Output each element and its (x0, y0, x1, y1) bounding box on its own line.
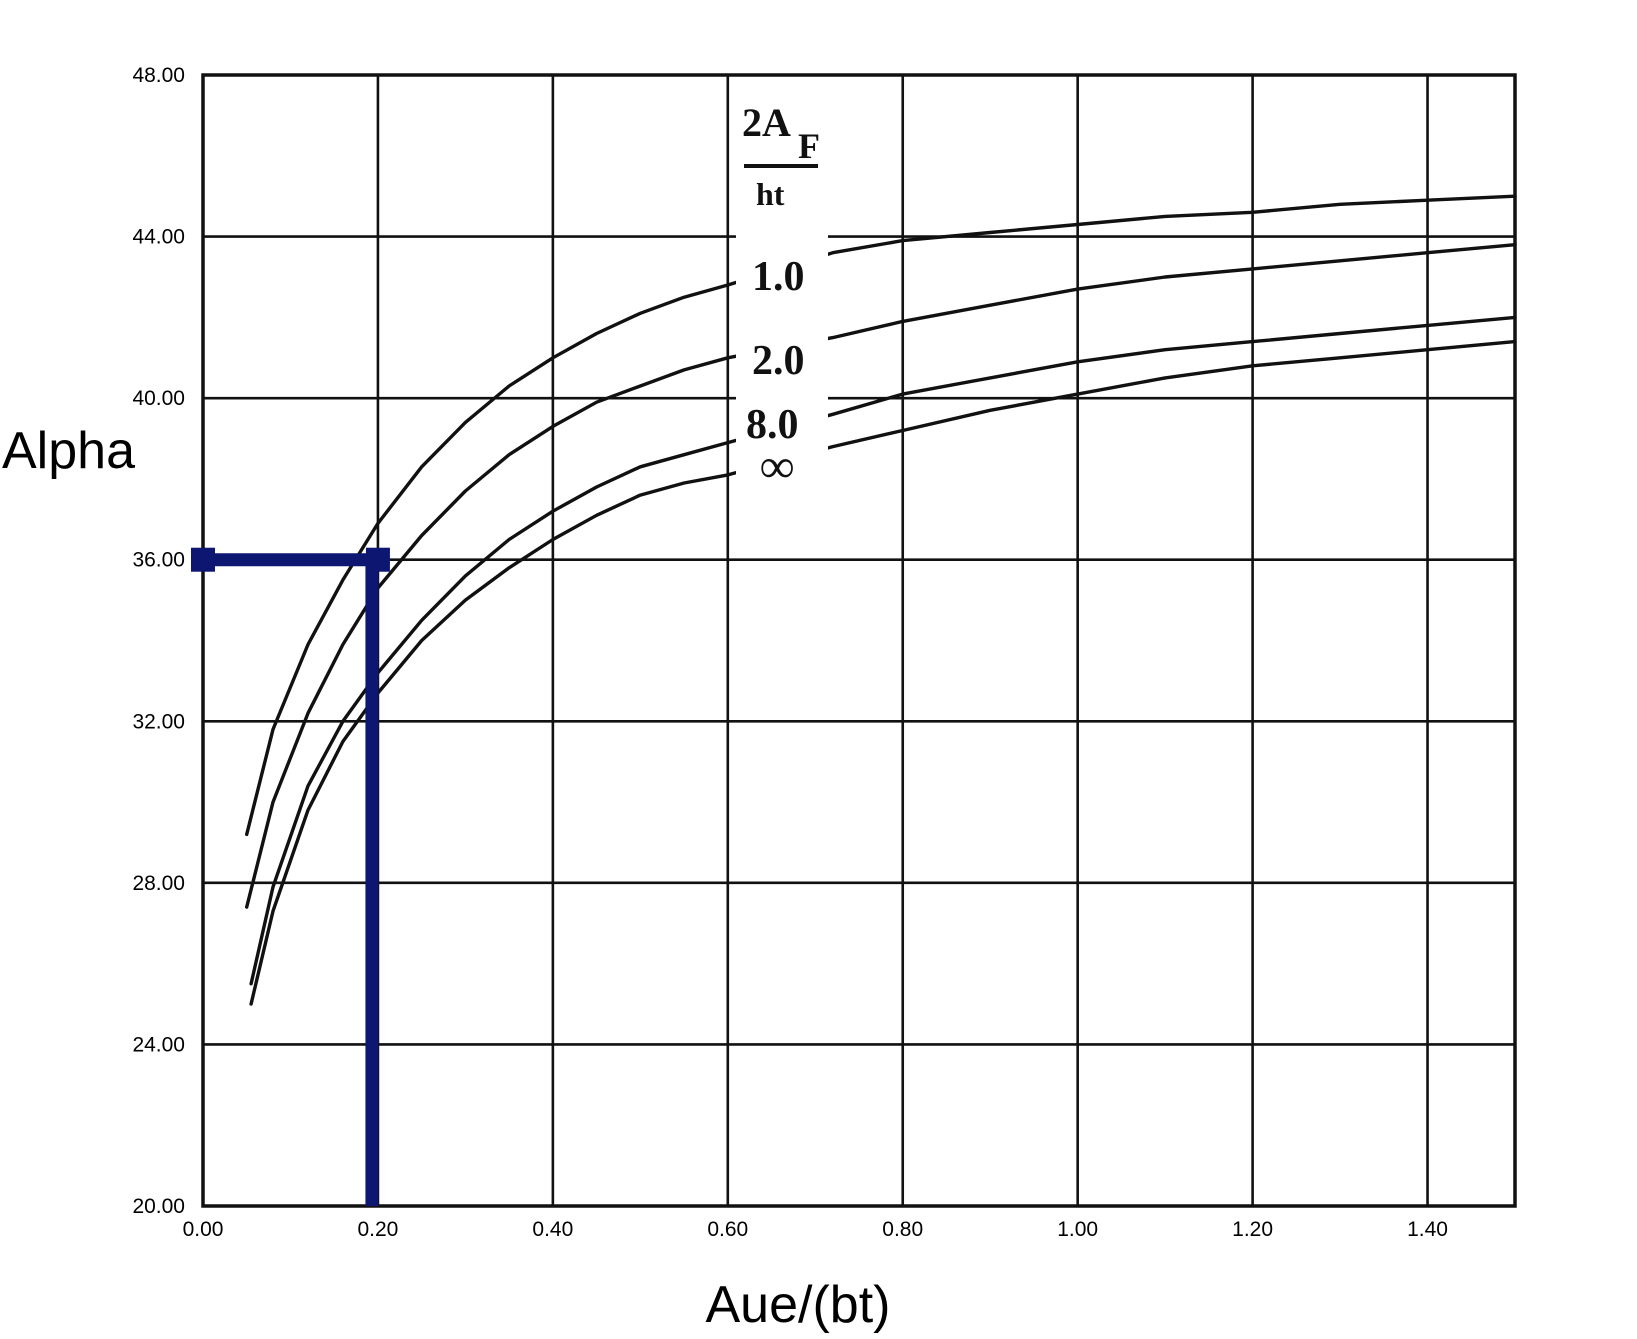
y-tick-labels: 20.00 24.00 28.00 32.00 36.00 40.00 44.00 48.00 (132, 64, 185, 1218)
y-tick-label: 44.00 (132, 226, 185, 249)
x-tick-label: 0.00 (183, 1218, 224, 1241)
y-tick-label: 40.00 (132, 387, 185, 410)
y-tick-label: 32.00 (132, 710, 185, 733)
legend-title-denominator: ht (756, 176, 785, 212)
x-tick-label: 0.80 (882, 1218, 923, 1241)
x-tick-label: 1.20 (1232, 1218, 1273, 1241)
annotation-end-marker (191, 547, 215, 572)
series-line-2 (245, 243, 1517, 909)
y-tick-label: 28.00 (132, 872, 185, 895)
annotation-corner-marker (365, 547, 390, 572)
annotation (191, 547, 390, 1206)
y-axis-title: Alpha (2, 422, 135, 480)
legend-background (736, 88, 828, 488)
x-tick-label: 1.40 (1407, 1218, 1448, 1241)
legend-label-infinity: ∞ (760, 440, 794, 493)
legend: 2A F ht 1.0 2.0 8.0 ∞ (736, 88, 828, 493)
x-tick-label: 0.40 (532, 1218, 573, 1241)
x-tick-label: 1.00 (1057, 1218, 1098, 1241)
series-lines (245, 194, 1517, 1006)
y-tick-label: 36.00 (132, 549, 185, 572)
series-line-3 (249, 315, 1517, 986)
y-tick-label: 20.00 (132, 1195, 185, 1218)
legend-label-8-0: 8.0 (746, 402, 799, 448)
legend-title: 2A F ht (742, 100, 820, 212)
y-tick-label: 48.00 (132, 64, 185, 87)
series-line-1 (245, 194, 1517, 837)
x-tick-label: 0.20 (357, 1218, 398, 1241)
plot-frame (201, 73, 1517, 1208)
legend-label-2-0: 2.0 (752, 338, 805, 384)
legend-label-1-0: 1.0 (752, 254, 805, 300)
legend-title-numerator: 2A (742, 100, 791, 145)
x-tick-labels: 0.00 0.20 0.40 0.60 0.80 1.00 1.20 1.40 (183, 1218, 1448, 1241)
x-axis-title: Aue/(bt) (706, 1276, 891, 1334)
x-tick-label: 0.60 (707, 1218, 748, 1241)
legend-title-subscript: F (798, 126, 820, 166)
series-line-4 (249, 339, 1517, 1006)
y-tick-label: 24.00 (132, 1033, 185, 1056)
